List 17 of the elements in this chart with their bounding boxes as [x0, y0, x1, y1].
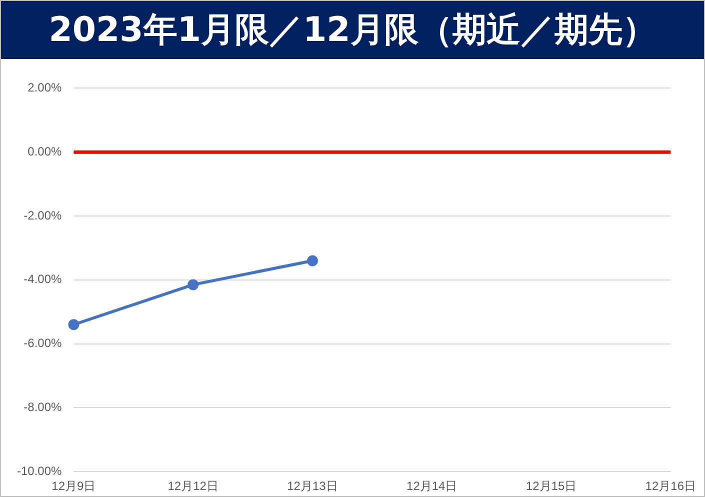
- x-tick-label: 12月16日: [645, 479, 696, 494]
- y-tick-label: -2.00%: [24, 208, 62, 222]
- x-tick-label: 12月14日: [406, 479, 458, 494]
- point: [306, 255, 318, 266]
- point: [188, 279, 199, 290]
- y-tick-label: -8.00%: [24, 400, 62, 414]
- x-tick-label: 12月15日: [526, 479, 577, 494]
- x-tick-label: 12月13日: [287, 479, 338, 494]
- x-tick-label: 12月12日: [168, 479, 218, 494]
- y-tick-label: 2.00%: [28, 80, 62, 95]
- y-tick-label: -4.00%: [24, 272, 62, 286]
- y-tick-label: -10.00%: [16, 464, 62, 478]
- point: [68, 319, 80, 330]
- y-tick-label: -6.00%: [24, 336, 62, 350]
- x-tick-label: 12月9日: [52, 479, 96, 494]
- y-tick-label: 0.00%: [28, 144, 62, 158]
- chart-title: 2023年1月限／12月限（期近／期先）: [1, 1, 704, 59]
